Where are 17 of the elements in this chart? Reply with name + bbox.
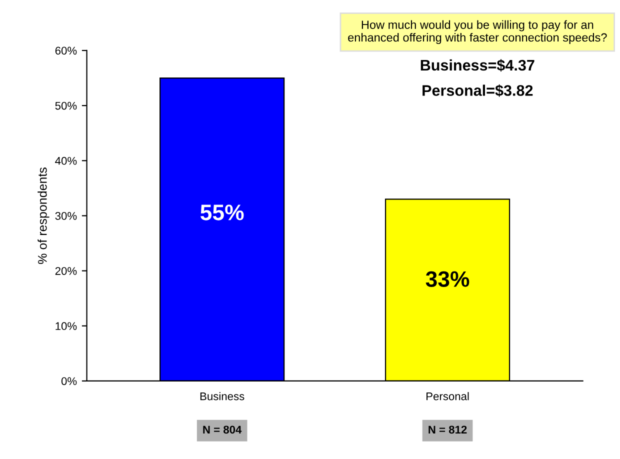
- y-tick-label: 50%: [55, 102, 77, 110]
- x-tick-label: Personal: [426, 392, 469, 400]
- annotation: Business=$4.37: [420, 59, 534, 72]
- y-tick-label: 10%: [56, 322, 77, 330]
- text: N = 804: [203, 426, 242, 434]
- y-axis-title: % of respondents: [38, 168, 50, 264]
- data-label: 55%: [200, 204, 244, 220]
- text: N = 812: [428, 426, 467, 434]
- y-tick-label: 0%: [61, 377, 77, 386]
- y-tick-label: 60%: [55, 46, 77, 55]
- y-tick-label: 30%: [55, 212, 77, 220]
- y-tick-label: 40%: [55, 156, 77, 165]
- y-tick-label: 20%: [55, 267, 77, 275]
- x-tick-label: Business: [200, 392, 244, 400]
- text: How much would you be willing to pay for an enhanced offering with faster connection speeds?: [348, 20, 607, 44]
- data-label: 33%: [426, 271, 470, 287]
- annotation: Personal=$3.82: [422, 84, 533, 97]
